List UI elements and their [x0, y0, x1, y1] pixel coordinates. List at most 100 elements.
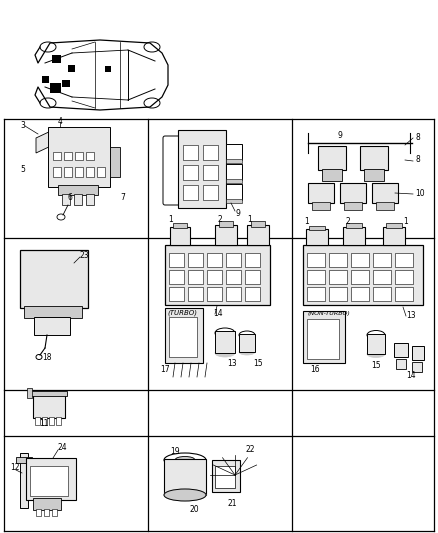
Text: 4: 4: [58, 117, 63, 125]
Text: 2: 2: [217, 214, 222, 223]
Bar: [29, 391, 67, 396]
FancyBboxPatch shape: [163, 136, 185, 205]
Ellipse shape: [239, 349, 255, 355]
Bar: [312, 202, 330, 210]
Bar: [97, 167, 105, 177]
Bar: [309, 226, 325, 230]
Bar: [373, 253, 391, 267]
Bar: [207, 287, 222, 301]
Text: 18: 18: [42, 353, 52, 362]
Bar: [372, 183, 398, 203]
Text: 14: 14: [213, 309, 223, 318]
Text: 11: 11: [39, 419, 49, 429]
Bar: [203, 165, 218, 180]
Bar: [68, 65, 75, 72]
Text: 7: 7: [120, 192, 125, 201]
Bar: [165, 245, 270, 305]
Bar: [188, 287, 203, 301]
Bar: [203, 145, 218, 160]
Bar: [20, 250, 88, 308]
Text: 1: 1: [168, 214, 173, 223]
Bar: [35, 417, 40, 425]
Bar: [207, 253, 222, 267]
Bar: [58, 185, 98, 195]
Bar: [26, 458, 76, 500]
Bar: [183, 185, 198, 200]
Bar: [49, 417, 54, 425]
Bar: [33, 498, 61, 510]
Bar: [396, 359, 406, 369]
Bar: [318, 146, 346, 170]
Text: 2: 2: [346, 217, 351, 227]
Bar: [56, 417, 61, 425]
Bar: [212, 460, 240, 492]
Bar: [376, 202, 394, 210]
Bar: [75, 167, 83, 177]
Bar: [395, 270, 413, 284]
Bar: [169, 287, 184, 301]
Bar: [62, 194, 70, 205]
Text: 16: 16: [310, 365, 320, 374]
Bar: [226, 253, 241, 267]
Bar: [42, 76, 49, 83]
Text: 15: 15: [371, 360, 381, 369]
Bar: [169, 317, 197, 357]
Bar: [351, 287, 369, 301]
Bar: [178, 130, 226, 208]
Bar: [52, 509, 57, 516]
Bar: [74, 194, 82, 205]
Bar: [329, 253, 347, 267]
Bar: [239, 334, 255, 352]
Bar: [412, 346, 424, 360]
Text: 14: 14: [406, 370, 416, 379]
Bar: [386, 223, 402, 228]
Bar: [344, 202, 362, 210]
Bar: [251, 221, 265, 227]
Text: 6: 6: [68, 192, 73, 201]
Bar: [30, 466, 68, 496]
Bar: [303, 311, 345, 363]
Bar: [364, 169, 384, 181]
Bar: [226, 184, 242, 200]
Bar: [329, 270, 347, 284]
Text: 24: 24: [58, 443, 67, 453]
Bar: [62, 80, 70, 87]
Bar: [215, 466, 235, 488]
Bar: [188, 253, 203, 267]
Bar: [307, 319, 339, 359]
Bar: [245, 253, 260, 267]
Bar: [169, 253, 184, 267]
Text: 8: 8: [415, 133, 420, 141]
Text: 20: 20: [190, 505, 200, 514]
Bar: [164, 459, 206, 495]
Bar: [105, 66, 111, 72]
Text: 23: 23: [80, 251, 90, 260]
Bar: [173, 223, 187, 228]
Bar: [346, 223, 362, 228]
Bar: [226, 144, 242, 160]
Bar: [165, 308, 203, 363]
Bar: [226, 179, 242, 183]
Bar: [203, 185, 218, 200]
Bar: [86, 152, 94, 160]
Text: 10: 10: [415, 189, 424, 198]
Bar: [24, 306, 82, 318]
Bar: [307, 253, 325, 267]
Bar: [16, 457, 32, 463]
Bar: [20, 453, 28, 508]
Bar: [245, 270, 260, 284]
Polygon shape: [36, 130, 53, 153]
Bar: [44, 509, 49, 516]
Bar: [86, 167, 94, 177]
Bar: [373, 287, 391, 301]
Bar: [322, 169, 342, 181]
Bar: [373, 270, 391, 284]
Bar: [226, 159, 242, 163]
Text: 9: 9: [338, 131, 343, 140]
Bar: [245, 287, 260, 301]
Bar: [64, 152, 72, 160]
Bar: [52, 55, 61, 63]
Bar: [308, 183, 334, 203]
Ellipse shape: [175, 456, 195, 464]
Bar: [307, 270, 325, 284]
